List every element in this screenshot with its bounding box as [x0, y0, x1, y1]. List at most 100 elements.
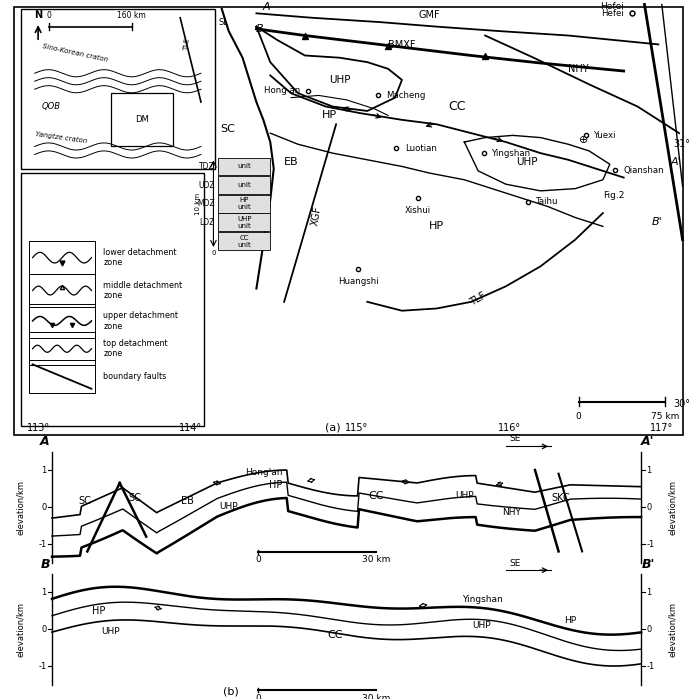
Text: N: N [34, 10, 42, 20]
Text: 113°: 113° [26, 423, 50, 433]
Text: Hong'an: Hong'an [245, 468, 283, 477]
Text: DM: DM [135, 115, 149, 124]
Bar [21, 173, 204, 426]
Text: CC: CC [448, 100, 466, 113]
Text: 1: 1 [41, 588, 46, 597]
Text: HP: HP [322, 110, 337, 120]
Text: B: B [256, 24, 264, 34]
Bar [29, 360, 95, 394]
Text: SE: SE [509, 434, 520, 443]
Text: unit: unit [238, 182, 251, 188]
Text: 0: 0 [41, 625, 46, 634]
Text: 0: 0 [647, 625, 652, 634]
Text: 0: 0 [647, 503, 652, 512]
Text: XGF: XGF [309, 205, 323, 226]
Text: Hong an: Hong an [264, 87, 300, 96]
Text: 117°: 117° [650, 423, 674, 433]
Text: B': B' [651, 217, 662, 227]
Text: elevation/km: elevation/km [668, 602, 676, 657]
Text: Qianshan: Qianshan [624, 166, 665, 175]
Text: TDZ: TDZ [199, 162, 215, 171]
Text: Fig.2: Fig.2 [603, 191, 624, 200]
Text: 0: 0 [41, 503, 46, 512]
Text: 115°: 115° [345, 423, 369, 433]
Text: middle detachment
zone: middle detachment zone [103, 281, 182, 301]
Text: boundary faults: boundary faults [103, 372, 166, 381]
Text: (a): (a) [325, 423, 340, 433]
Text: UDZ: UDZ [198, 180, 215, 189]
Text: 30 km: 30 km [362, 694, 390, 699]
Text: Huangshi: Huangshi [338, 277, 378, 285]
Text: 0: 0 [46, 11, 51, 20]
Bar [218, 213, 270, 231]
Text: HP: HP [269, 480, 283, 490]
Text: HP
unit: HP unit [238, 197, 251, 210]
Text: NHY: NHY [502, 508, 521, 517]
Text: 0: 0 [576, 412, 581, 421]
Bar [218, 232, 270, 250]
Text: HP: HP [92, 606, 106, 616]
Text: top detachment
zone: top detachment zone [103, 339, 168, 359]
Text: SE: SE [509, 559, 520, 568]
Text: SKC: SKC [552, 493, 570, 503]
Text: UHP: UHP [220, 502, 238, 511]
Text: A': A' [641, 435, 655, 447]
Text: unit: unit [238, 164, 251, 169]
Text: Yuexi: Yuexi [594, 131, 616, 140]
Text: Taihu: Taihu [536, 197, 559, 206]
Bar [21, 9, 215, 168]
Bar [218, 195, 270, 212]
Text: Yingshan: Yingshan [462, 596, 502, 605]
Text: -1: -1 [647, 540, 655, 549]
Text: Luotian: Luotian [405, 144, 437, 153]
Text: CC
unit: CC unit [238, 235, 251, 247]
Text: Macheng: Macheng [386, 91, 426, 100]
Text: SC: SC [128, 493, 141, 503]
Text: -1: -1 [647, 662, 655, 671]
Text: BMXF: BMXF [388, 40, 416, 50]
Text: EB: EB [283, 157, 299, 167]
Text: Yangtze craton: Yangtze craton [35, 131, 87, 144]
Bar [29, 304, 95, 338]
Text: MDZ: MDZ [197, 199, 215, 208]
Text: (b): (b) [222, 686, 238, 696]
Text: 10 km: 10 km [195, 193, 200, 215]
Bar [218, 176, 270, 194]
Text: TLF: TLF [468, 291, 488, 308]
Text: CC: CC [327, 630, 342, 640]
Text: NHY: NHY [568, 64, 589, 74]
Text: 30 km: 30 km [362, 556, 390, 564]
Bar [218, 157, 270, 175]
Bar [29, 274, 95, 307]
Text: HP: HP [429, 222, 444, 231]
Bar [29, 241, 95, 274]
Text: lower detachment
zone: lower detachment zone [103, 248, 177, 267]
Text: HP: HP [564, 616, 577, 625]
Text: LDZ: LDZ [200, 218, 215, 227]
Text: SC: SC [78, 496, 91, 507]
Text: Sino-Korean craton: Sino-Korean craton [42, 43, 108, 63]
Text: 31°: 31° [674, 139, 691, 150]
Text: UHP: UHP [328, 75, 351, 85]
Text: Yingshan: Yingshan [492, 149, 531, 158]
Text: 0: 0 [255, 556, 261, 564]
Text: 1: 1 [647, 466, 652, 475]
Text: 0: 0 [211, 250, 216, 256]
Bar [111, 93, 173, 147]
Text: elevation/km: elevation/km [17, 480, 25, 535]
Text: SC: SC [220, 124, 235, 134]
Text: B': B' [641, 559, 655, 572]
Text: EB: EB [181, 496, 194, 507]
Text: 30°: 30° [674, 399, 691, 409]
Text: UHP
unit: UHP unit [237, 216, 252, 229]
Text: elevation/km: elevation/km [17, 602, 25, 657]
Text: 1: 1 [41, 466, 46, 475]
Text: UHP: UHP [455, 491, 473, 500]
Text: Hefei: Hefei [601, 9, 624, 17]
Text: -1: -1 [38, 662, 46, 671]
Text: elevation/km: elevation/km [668, 480, 676, 535]
Text: -1: -1 [38, 540, 46, 549]
Text: 160 km: 160 km [117, 11, 146, 20]
Text: 0: 0 [255, 694, 261, 699]
Text: A: A [263, 1, 271, 12]
